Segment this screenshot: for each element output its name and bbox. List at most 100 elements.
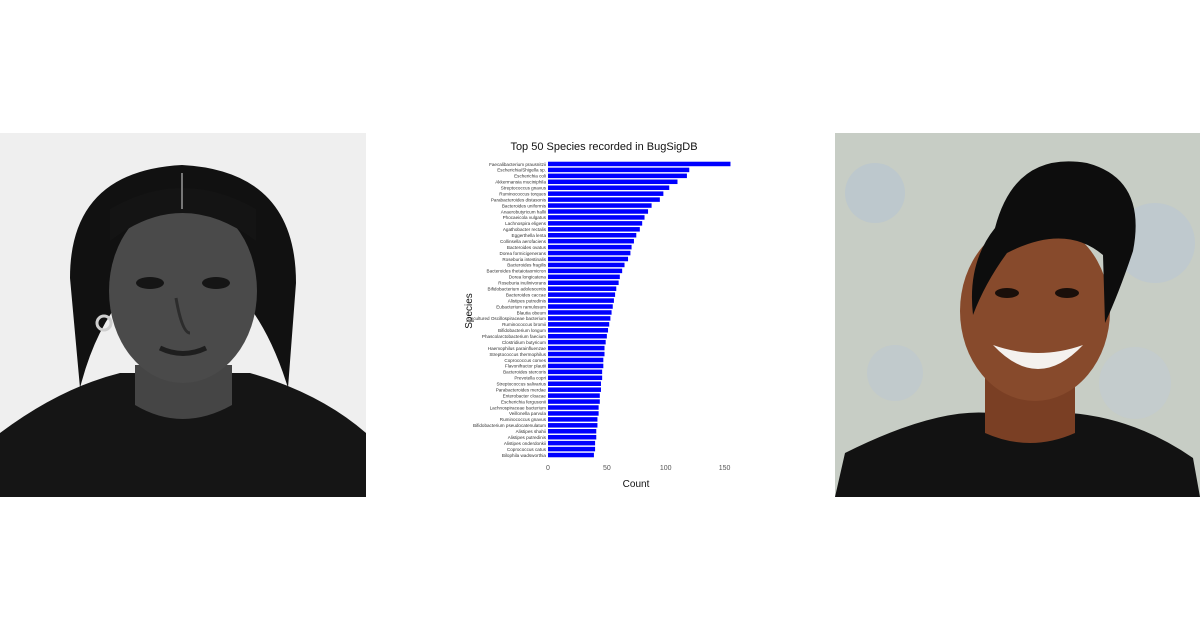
y-tick-label-16: Dorea formicigenerans [500,251,547,256]
bar-38 [548,381,601,386]
bar-2 [548,167,690,173]
portrait-photo-right [835,133,1200,497]
y-tick-label-31: Clostridium butyricum [502,340,546,345]
bar-44 [548,417,598,422]
bar-3 [548,173,687,179]
bar-20 [548,274,620,280]
x-axis-label: Count [623,479,650,490]
bar-29 [548,328,609,333]
bar-35 [548,363,604,369]
y-tick-label-48: Alistipes onderdonkii [504,441,546,446]
bar-41 [548,399,600,404]
bar-46 [548,429,597,434]
y-tick-label-28: Ruminococcus bromii [502,322,546,327]
y-tick-label-42: Lachnospiraceae bacterium [490,405,547,410]
y-tick-label-40: Enterobacter cloacae [503,393,547,398]
bar-42 [548,405,599,410]
x-tick-label-3: 100 [660,465,672,472]
y-tick-label-17: Roseburia intestinalis [502,257,546,262]
bar-8 [548,203,652,208]
bar-11 [548,221,643,226]
y-tick-label-46: Alistipes shahii [516,429,546,434]
portrait-left-image [0,133,366,497]
chart-svg: Top 50 Species recorded in BugSigDB Spec… [464,141,731,490]
y-tick-label-33: Streptococcus thermophilus [489,352,546,357]
y-tick-label-11: Lachnospira eligens [505,221,547,226]
chart-title: Top 50 Species recorded in BugSigDB [510,141,697,153]
y-tick-label-24: Alistipes putredinis [508,298,547,303]
bar-37 [548,375,603,381]
bar-1 [548,161,731,167]
y-tick-label-1: Faecalibacterium prausnitzii [489,162,546,167]
y-tick-label-50: Bilophila wadsworthia [502,453,547,458]
y-tick-label-14: Collinsella aerofaciens [500,239,547,244]
y-tick-label-25: Eubacterium ramulosum [496,304,546,309]
bar-39 [548,387,601,392]
y-tick-label-13: Eggerthella lenta [512,233,547,238]
bar-17 [548,256,629,262]
bar-48 [548,440,596,446]
y-tick-label-27: uncultured Oscillospiraceae bacterium [468,316,546,321]
y-tick-label-22: Bifidobacterium adolescentis [488,286,547,291]
bar-10 [548,215,645,220]
bar-50 [548,452,594,458]
bar-9 [548,209,649,214]
bar-12 [548,227,640,232]
bar-5 [548,185,670,190]
y-tick-label-26: Blautia obeum [517,310,547,315]
y-tick-label-7: Parabacteroides distasonis [491,197,547,202]
portrait-right-image [835,133,1200,497]
bar-15 [548,244,632,250]
bar-33 [548,351,605,357]
bar-16 [548,250,631,256]
y-tick-label-5: Streptococcus gnavus [501,186,547,191]
bar-43 [548,411,599,416]
bar-27 [548,316,611,321]
y-tick-label-49: Coprococcus catus [507,447,547,452]
y-tick-label-18: Bacteroides fragilis [507,263,547,268]
y-tick-label-10: Phocaeicola vulgatus [503,215,547,220]
bar-34 [548,357,604,363]
y-tick-labels: Faecalibacterium prausnitziiEscherichia/… [468,162,547,458]
y-tick-label-21: Roseburia inulinivorans [498,281,546,286]
y-tick-label-44: Ruminococcus gnavus [500,417,547,422]
x-tick-label-1: 0 [546,465,550,472]
y-tick-label-4: Akkermansia muciniphila [495,180,546,185]
bar-49 [548,446,596,452]
y-tick-label-47: Alistipes putredinis [508,435,547,440]
bar-47 [548,434,597,440]
bar-28 [548,322,610,327]
y-tick-label-41: Escherichia fergusonii [501,399,546,404]
y-tick-label-37: Prevotella copri [514,376,546,381]
bar-31 [548,339,606,345]
y-tick-label-15: Bacteroides ovatus [507,245,547,250]
y-tick-label-38: Streptococcus salivarius [496,382,546,387]
bar-24 [548,298,614,303]
y-tick-label-12: Agathobacter rectalis [503,227,547,232]
y-axis-label: Species [464,293,475,329]
y-tick-label-19: Bacteroides thetaiotaomicron [487,269,547,274]
portrait-photo-left [0,133,366,497]
bar-19 [548,268,623,274]
y-tick-label-3: Escherichia coli [514,174,546,179]
bar-45 [548,423,598,428]
bar-36 [548,369,603,375]
y-tick-label-36: Bacteroides stercoris [503,370,547,375]
bar-7 [548,197,660,202]
bar-22 [548,286,617,291]
bar-21 [548,280,619,286]
bar-26 [548,310,612,315]
bars-group [548,161,731,458]
x-tick-labels: 0 50 100 150 [546,465,730,472]
y-tick-label-29: Bifidobacterium longum [498,328,546,333]
bar-chart: Top 50 Species recorded in BugSigDB Spec… [462,135,742,495]
bar-13 [548,232,637,238]
bar-30 [548,333,607,339]
y-tick-label-45: Bifidobacterium pseudocatenulatum [473,423,546,428]
y-tick-label-34: Coprococcus comes [504,358,546,363]
bar-32 [548,345,605,351]
y-tick-label-2: Escherichia/Shigella sp. [497,168,546,173]
x-tick-label-4: 150 [719,465,731,472]
y-tick-label-6: Ruminococcus torques [499,191,546,196]
y-tick-label-39: Parabacteroides merdae [496,387,547,392]
